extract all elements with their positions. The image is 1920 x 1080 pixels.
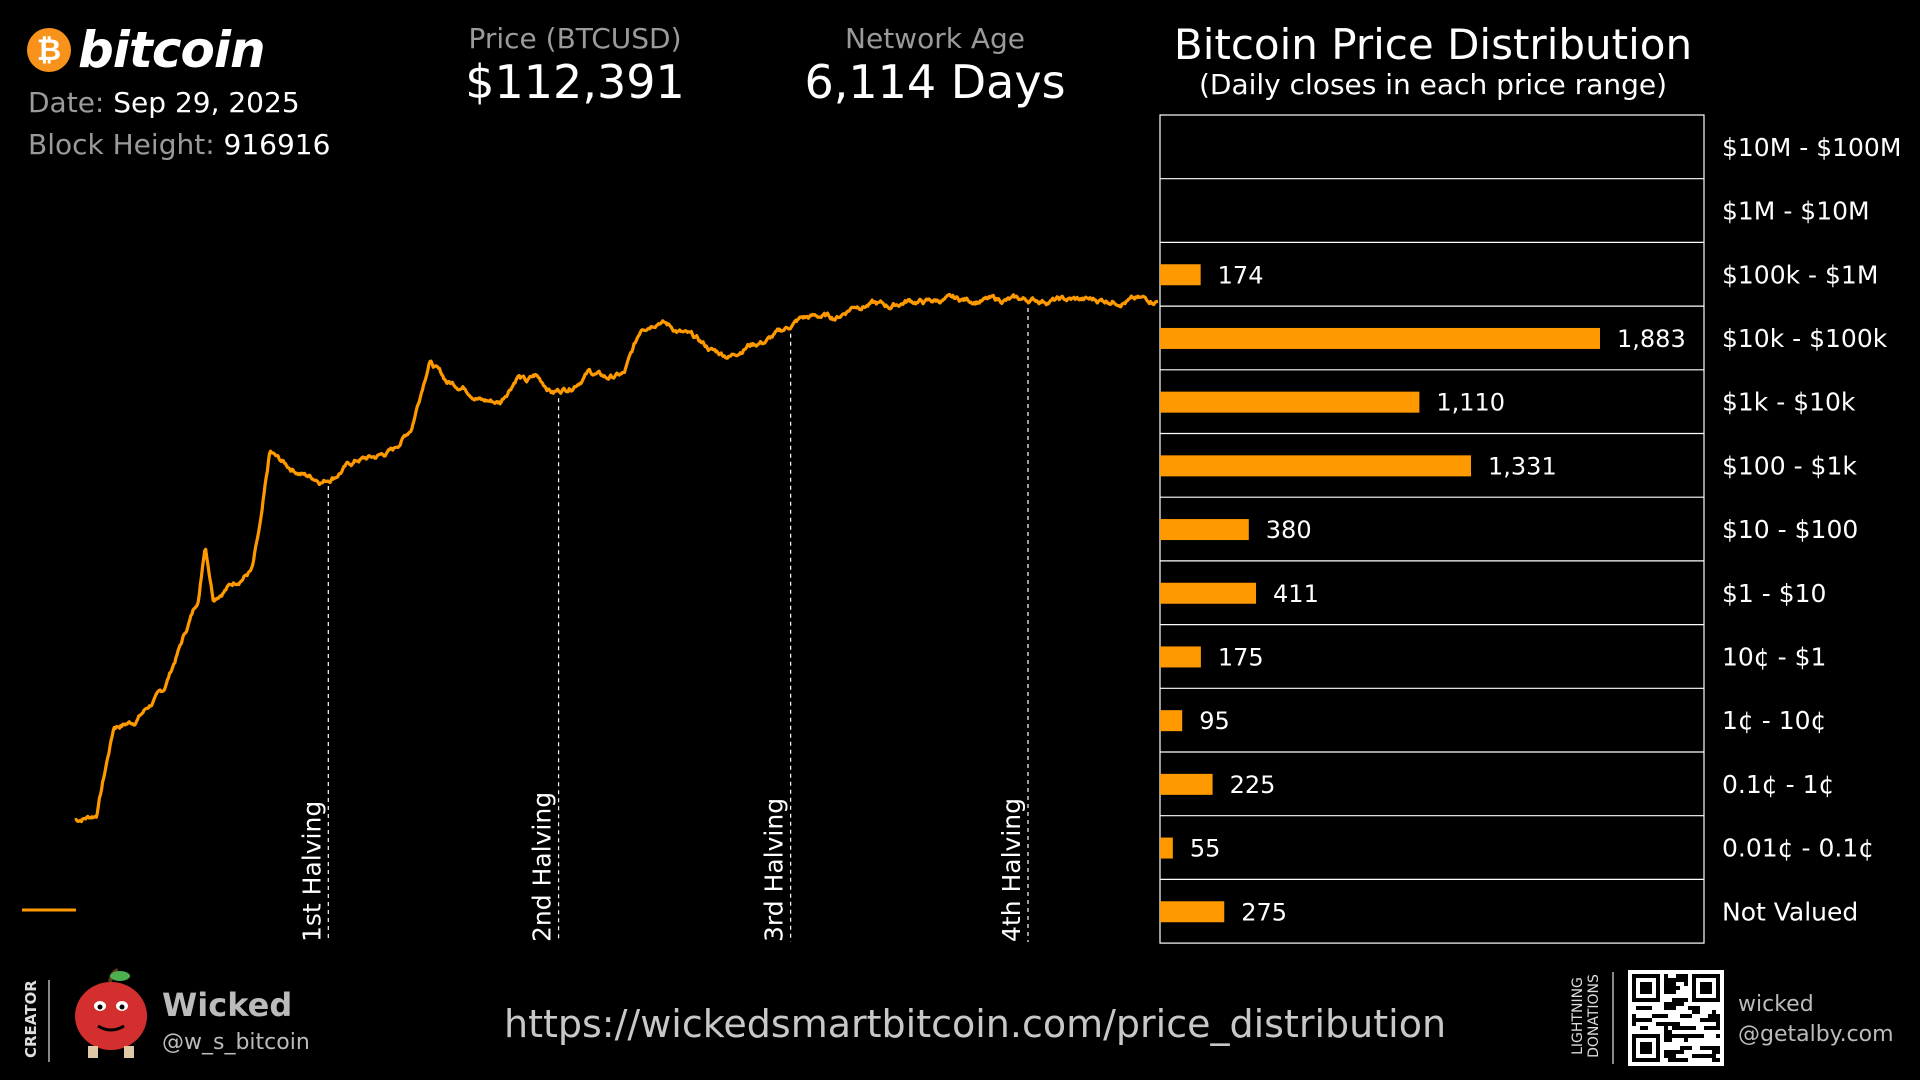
halving-label: 2nd Halving [528, 792, 557, 942]
bar-value-label: 95 [1199, 707, 1230, 735]
distribution-bar [1160, 646, 1201, 668]
halving-layer: 1st Halving 2nd Halving 3rd Halving 4th Hal… [297, 308, 1029, 942]
price-line [74, 292, 1159, 824]
category-label: 10¢ - $1 [1722, 642, 1826, 671]
lightning-divider [1612, 972, 1614, 1064]
category-label: 1¢ - 10¢ [1722, 706, 1826, 735]
source-url[interactable]: https://wickedsmartbitcoin.com/price_dis… [504, 1002, 1447, 1046]
category-label: $1 - $10 [1722, 579, 1826, 608]
bar-value-label: 1,110 [1436, 389, 1505, 417]
distribution-bar [1160, 582, 1257, 604]
bar-value-label: 55 [1190, 835, 1221, 863]
halving-label: 4th Halving [997, 798, 1026, 942]
category-label: $10 - $100 [1722, 515, 1858, 544]
chart-subtitle: (Daily closes in each price range) [1198, 68, 1668, 101]
bar-value-label: 225 [1230, 771, 1276, 799]
category-label: $100 - $1k [1722, 451, 1857, 480]
date-value: Sep 29, 2025 [113, 86, 300, 119]
bitcoin-coin-icon: ₿ [27, 28, 71, 72]
bar-value-label: 1,331 [1488, 452, 1557, 480]
bar-value-label: 380 [1266, 516, 1312, 544]
distribution-bar [1160, 710, 1183, 732]
svg-text:₿: ₿ [37, 33, 61, 68]
bar-value-label: 175 [1218, 643, 1264, 671]
distribution-bar-layer: $10M - $100M $1M - $10M $100k - $1M 174 $10k… [1159, 114, 1901, 944]
distribution-bar [1160, 391, 1420, 413]
creator-divider [48, 980, 50, 1062]
price-value: $112,391 [465, 55, 685, 109]
category-label: 0.1¢ - 1¢ [1722, 770, 1834, 799]
category-label: $1M - $10M [1722, 197, 1870, 226]
bar-value-label: 174 [1218, 261, 1264, 289]
creator-handle[interactable]: @w_s_bitcoin [162, 1030, 310, 1055]
date-line: Date: Sep 29, 2025 [28, 86, 300, 119]
price-line-layer [74, 292, 1159, 824]
distribution-bar [1160, 455, 1472, 477]
creator-name: Wicked [162, 986, 293, 1024]
network-age-block: Network Age 6,114 Days [790, 22, 1080, 109]
halving-label: 1st Halving [297, 801, 326, 942]
price-block: Price (BTCUSD) $112,391 [440, 22, 710, 109]
bar-value-label: 411 [1273, 580, 1319, 608]
category-label: $10M - $100M [1722, 133, 1901, 162]
category-label: 0.01¢ - 0.1¢ [1722, 834, 1874, 863]
creator-vertical-label: CREATOR [22, 980, 40, 1058]
bar-value-label: 1,883 [1617, 325, 1686, 353]
category-label: $10k - $100k [1722, 324, 1888, 353]
bitcoin-logo: ₿ bitcoin [26, 21, 266, 79]
halving-label: 3rd Halving [760, 798, 789, 942]
network-age-label: Network Age [845, 22, 1025, 55]
category-label: $100k - $1M [1722, 260, 1878, 289]
distribution-bar [1160, 837, 1173, 859]
network-age-value: 6,114 Days [804, 55, 1066, 109]
category-label: $1k - $10k [1722, 388, 1856, 417]
price-label: Price (BTCUSD) [468, 22, 682, 55]
distribution-bar [1160, 901, 1225, 923]
category-label: Not Valued [1722, 897, 1858, 926]
distribution-bar [1160, 327, 1600, 349]
qr-code-icon[interactable] [1628, 970, 1724, 1066]
distribution-bar [1160, 264, 1201, 286]
lightning-vertical-label: LIGHTNING DONATIONS [1570, 974, 1602, 1058]
distribution-bar [1160, 773, 1213, 795]
chart-title: Bitcoin Price Distribution [1173, 20, 1693, 69]
lightning-address[interactable]: wicked @getalby.com [1738, 992, 1894, 1047]
bar-value-label: 275 [1241, 898, 1287, 926]
block-height-value: 916916 [223, 128, 331, 161]
distribution-bar [1160, 519, 1249, 541]
bitcoin-wordmark: bitcoin [78, 21, 266, 79]
block-height-line: Block Height: 916916 [28, 128, 331, 161]
apple-avatar-icon [75, 968, 147, 1058]
